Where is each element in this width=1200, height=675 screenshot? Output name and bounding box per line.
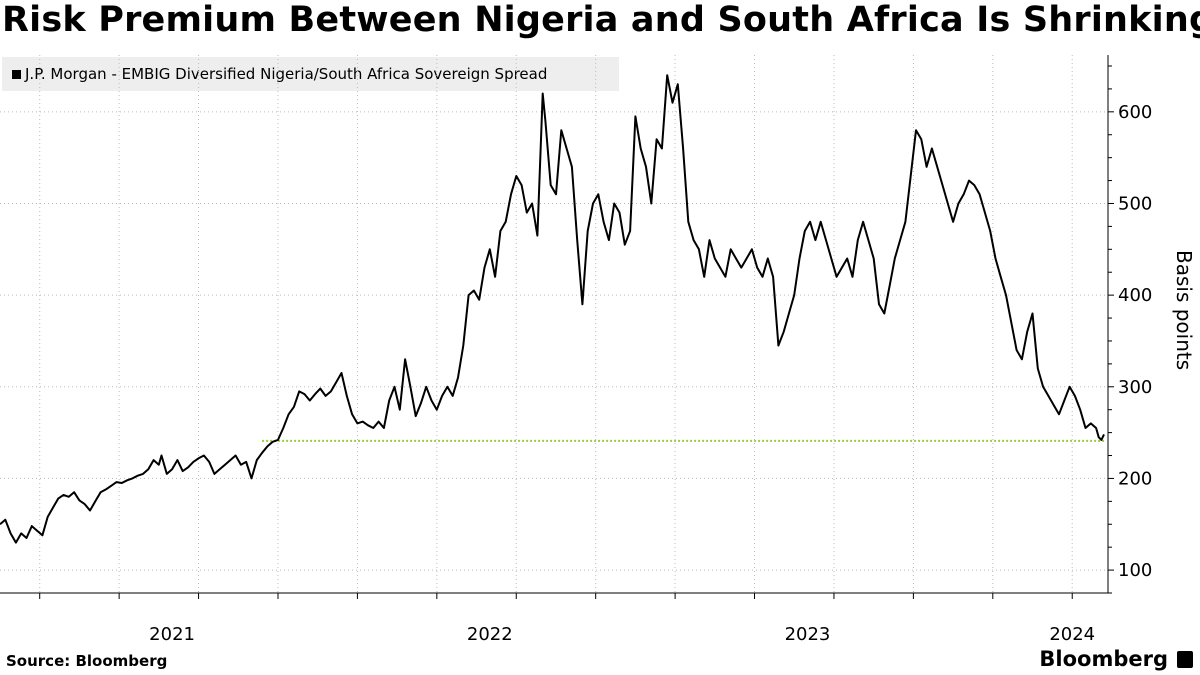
axes: 100 200 300 400 500 600 2021 2022 2023 2024 xyxy=(0,55,1152,645)
series-line xyxy=(0,74,1105,544)
y-tick-label: 400 xyxy=(1118,285,1152,306)
brand-logo-text: Bloomberg xyxy=(1039,647,1168,671)
y-tick-label: 100 xyxy=(1118,560,1152,581)
x-tick-label: 2022 xyxy=(467,624,513,645)
y-tick-label: 300 xyxy=(1118,377,1152,398)
source-note: Source: Bloomberg xyxy=(6,652,168,670)
x-tick-label: 2024 xyxy=(1049,624,1095,645)
grid-lines xyxy=(0,55,1108,593)
bloomberg-icon xyxy=(1177,651,1193,668)
legend-label: J.P. Morgan - EMBIG Diversified Nigeria/… xyxy=(25,65,548,83)
y-tick-label: 600 xyxy=(1118,102,1152,123)
y-axis-label: Basis points xyxy=(1172,250,1196,370)
y-tick-label: 500 xyxy=(1118,193,1152,214)
x-tick-label: 2021 xyxy=(149,624,195,645)
y-tick-label: 200 xyxy=(1118,468,1152,489)
x-tick-label: 2023 xyxy=(785,624,831,645)
legend: J.P. Morgan - EMBIG Diversified Nigeria/… xyxy=(2,57,619,91)
legend-swatch xyxy=(12,69,21,79)
series-layer xyxy=(0,74,1105,544)
chart-title: Risk Premium Between Nigeria and South A… xyxy=(2,0,1200,40)
